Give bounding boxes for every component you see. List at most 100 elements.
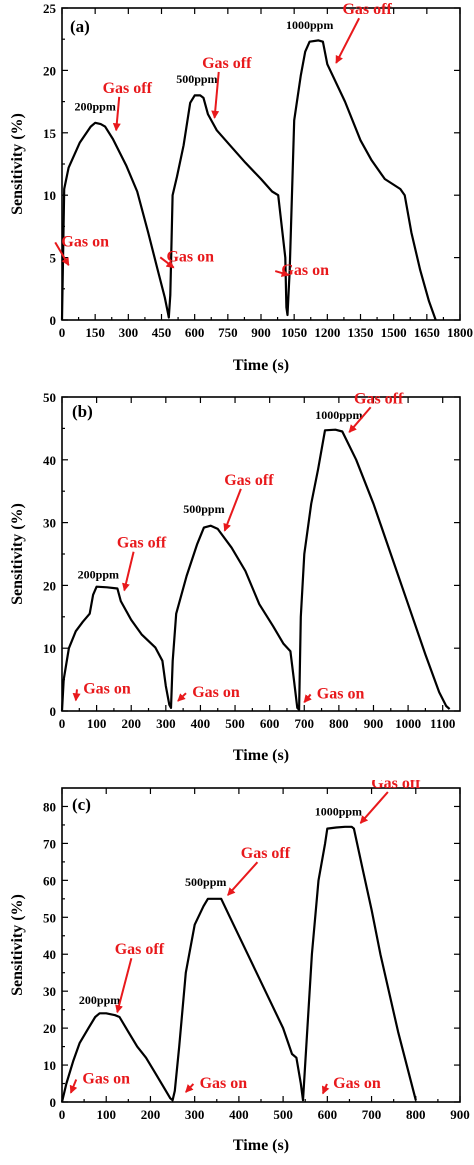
y-tick-label: 15: [43, 126, 57, 141]
y-tick-label: 50: [43, 390, 56, 405]
concentration-label: 200ppm: [78, 567, 119, 581]
gas-off-label: Gas off: [354, 390, 404, 407]
y-tick-label: 0: [50, 704, 57, 719]
x-tick-label: 0: [59, 325, 66, 340]
gas-on-label: Gas on: [333, 1075, 381, 1092]
annotation-arrow: [359, 791, 389, 824]
y-tick-label: 0: [50, 1095, 57, 1110]
annotation-arrow: [159, 256, 175, 269]
gas-off-label: Gas off: [342, 1, 392, 18]
x-tick-label: 400: [191, 716, 211, 731]
x-tick-label: 500: [273, 1107, 293, 1122]
x-tick-label: 1800: [447, 325, 473, 340]
chart-b-svg: 0 100 200 300 400 500 600 700 800 900 1000 1100 0 10 2…: [9, 390, 461, 764]
gas-off-label: Gas off: [103, 80, 153, 97]
y-tick-label: 20: [43, 578, 56, 593]
x-tick-label: 900: [251, 325, 271, 340]
x-axis-title: Time (s): [233, 357, 289, 374]
panel-label: (c): [72, 795, 91, 814]
chart-a-svg: 0 150 300 450 600 750 900 1050 1200 1350 1500 1650 1…: [9, 1, 473, 374]
x-axis-title: Time (s): [233, 747, 289, 764]
x-tick-label: 300: [156, 716, 176, 731]
x-tick-label: 100: [96, 1107, 116, 1122]
x-tick-label: 800: [329, 716, 349, 731]
gas-on-label: Gas on: [61, 233, 109, 250]
x-tick-label: 1500: [381, 325, 407, 340]
y-tick-label: 60: [43, 873, 56, 888]
x-tick-label: 1200: [314, 325, 340, 340]
annotation-arrow: [177, 692, 187, 702]
x-tick-label: 1000: [395, 716, 421, 731]
y-tick-label: 10: [43, 188, 56, 203]
gas-on-label: Gas on: [82, 1071, 130, 1088]
x-tick-label: 300: [185, 1107, 205, 1122]
x-tick-label: 200: [121, 716, 141, 731]
concentration-label: 200ppm: [74, 99, 115, 113]
gas-on-label: Gas on: [192, 684, 240, 701]
x-tick-label: 0: [59, 716, 66, 731]
annotation-arrow: [303, 693, 312, 703]
concentration-label: 500ppm: [185, 875, 226, 889]
gas-off-label: Gas off: [241, 845, 291, 862]
concentration-label: 500ppm: [183, 502, 224, 516]
x-tick-label: 600: [185, 325, 205, 340]
plot-frame: [61, 7, 461, 321]
gas-on-label: Gas on: [281, 262, 329, 279]
y-axis-title: Sensitivity (%): [9, 503, 26, 605]
plot-frame: [61, 396, 461, 712]
annotation-arrow: [115, 957, 133, 1014]
y-tick-label: 0: [50, 313, 57, 328]
y-tick-label: 30: [43, 516, 56, 531]
gas-on-label: Gas on: [166, 248, 214, 265]
concentration-label: 200ppm: [79, 993, 120, 1007]
annotation-arrow: [112, 96, 121, 132]
annotation-arrow: [223, 488, 242, 532]
x-tick-label: 800: [406, 1107, 426, 1122]
x-tick-label: 600: [318, 1107, 338, 1122]
x-tick-label: 0: [59, 1107, 66, 1122]
y-tick-label: 70: [43, 836, 56, 851]
panel-label: (b): [72, 402, 93, 421]
x-tick-label: 700: [295, 716, 315, 731]
x-tick-label: 700: [362, 1107, 382, 1122]
y-tick-label: 50: [43, 910, 56, 925]
y-tick-label: 40: [43, 453, 56, 468]
annotation-arrow: [69, 1079, 78, 1094]
y-axis-title: Sensitivity (%): [9, 113, 26, 215]
x-tick-label: 100: [87, 716, 107, 731]
chart-c-svg: 0 100 200 300 400 500 600 700 800 900 0 10 20 30 40 50 6…: [9, 780, 470, 1154]
annotation-arrow: [185, 1083, 195, 1093]
y-tick-label: 40: [43, 947, 56, 962]
series-line: [60, 39, 437, 321]
y-tick-label: 20: [43, 1021, 56, 1036]
panel-label: (a): [70, 17, 90, 36]
y-tick-label: 5: [50, 251, 57, 266]
x-tick-label: 750: [218, 325, 238, 340]
x-tick-label: 400: [229, 1107, 249, 1122]
series-line: [60, 428, 451, 712]
annotation-arrow: [335, 17, 361, 64]
y-tick-label: 30: [43, 984, 56, 999]
annotation-arrow: [211, 71, 220, 119]
gas-off-label: Gas off: [117, 535, 167, 552]
x-tick-label: 300: [119, 325, 139, 340]
chart-panel-b: 0 100 200 300 400 500 600 700 800 900 1000 1100 0 10 2…: [0, 388, 474, 776]
chart-panel-c: 0 100 200 300 400 500 600 700 800 900 0 10 20 30 40 50 6…: [0, 780, 474, 1165]
gas-off-label: Gas off: [202, 55, 252, 72]
x-tick-label: 450: [152, 325, 172, 340]
y-tick-label: 25: [43, 1, 57, 16]
x-tick-label: 1050: [281, 325, 307, 340]
x-tick-label: 500: [225, 716, 245, 731]
x-axis-title: Time (s): [233, 1137, 289, 1154]
concentration-label: 500ppm: [176, 72, 217, 86]
x-tick-label: 1350: [348, 325, 374, 340]
annotation-arrow: [227, 861, 259, 896]
y-tick-label: 10: [43, 641, 56, 656]
x-tick-label: 200: [141, 1107, 161, 1122]
x-tick-label: 600: [260, 716, 280, 731]
x-tick-label: 900: [364, 716, 384, 731]
gas-on-label: Gas on: [200, 1075, 248, 1092]
y-tick-label: 20: [43, 63, 56, 78]
y-tick-label: 10: [43, 1058, 56, 1073]
x-tick-label: 900: [450, 1107, 470, 1122]
